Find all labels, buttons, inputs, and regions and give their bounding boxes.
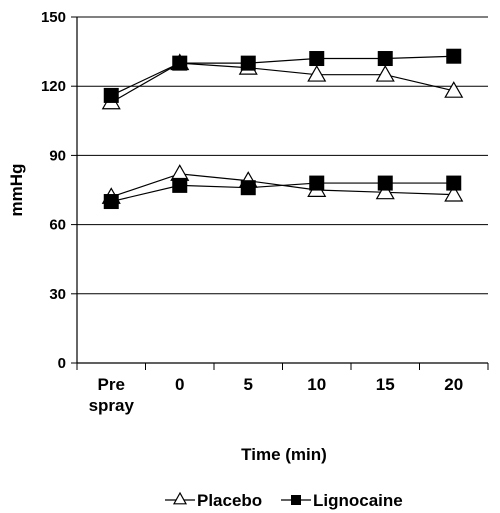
y-axis-title: mmHg <box>7 164 26 217</box>
data-point-lignocaine-systolic-5 <box>446 48 462 64</box>
series-placebo-diastolic <box>101 164 464 204</box>
legend: Placebo Lignocaine <box>165 491 403 510</box>
series-lignocaine-diastolic <box>103 175 462 210</box>
y-tick-label-60: 60 <box>49 217 66 234</box>
data-point-lignocaine-diastolic-4 <box>377 175 393 191</box>
x-tick-label-3-0: 10 <box>307 375 326 394</box>
x-tick-label-0-0: Pre <box>98 375 125 394</box>
y-tick-label-90: 90 <box>49 147 66 164</box>
legend-label-lignocaine: Lignocaine <box>313 491 403 510</box>
data-point-lignocaine-diastolic-5 <box>446 175 462 191</box>
series-line-placebo-systolic <box>110 62 454 103</box>
x-axis-title: Time (min) <box>241 445 327 464</box>
data-point-lignocaine-systolic-2 <box>240 55 256 71</box>
legend-item-placebo: Placebo <box>165 491 262 510</box>
data-point-lignocaine-systolic-1 <box>172 55 188 71</box>
series-line-lignocaine-diastolic <box>111 182 454 203</box>
data-point-lignocaine-diastolic-1 <box>172 177 188 193</box>
gridlines <box>77 16 488 295</box>
legend-marker-placebo <box>172 491 188 505</box>
y-tick-label-30: 30 <box>49 286 66 303</box>
data-point-lignocaine-systolic-3 <box>309 51 325 67</box>
data-point-placebo-systolic-3 <box>307 64 327 82</box>
axes <box>76 17 488 364</box>
x-tick-label-4-0: 15 <box>376 375 395 394</box>
y-tick-label-150: 150 <box>41 9 66 26</box>
data-point-placebo-systolic-4 <box>375 64 395 82</box>
x-tick-label-0-1: spray <box>89 396 135 415</box>
data-point-lignocaine-diastolic-0 <box>103 194 119 210</box>
series-lignocaine-systolic <box>103 48 462 103</box>
data-point-placebo-diastolic-4 <box>375 182 395 200</box>
series-layer <box>101 48 464 210</box>
series-placebo-systolic <box>101 53 464 110</box>
legend-item-lignocaine: Lignocaine <box>281 491 403 510</box>
data-point-lignocaine-diastolic-3 <box>309 175 325 191</box>
series-line-lignocaine-systolic <box>110 55 454 96</box>
data-point-lignocaine-systolic-0 <box>103 87 119 103</box>
y-axis-ticks: 0 30 60 90 120 150 <box>41 9 77 372</box>
x-axis-ticks: Pre spray 0 5 10 15 20 <box>76 363 489 415</box>
data-point-lignocaine-diastolic-2 <box>240 180 256 196</box>
x-tick-label-1-0: 0 <box>175 375 184 394</box>
data-point-lignocaine-systolic-4 <box>377 51 393 67</box>
y-tick-label-120: 120 <box>41 78 66 95</box>
y-tick-label-0: 0 <box>58 355 66 372</box>
legend-label-placebo: Placebo <box>197 491 262 510</box>
data-point-placebo-systolic-5 <box>444 81 464 98</box>
x-tick-label-2-0: 5 <box>244 375 253 394</box>
x-tick-label-5-0: 20 <box>444 375 463 394</box>
legend-marker-lignocaine <box>291 495 301 505</box>
data-point-placebo-diastolic-5 <box>444 184 464 202</box>
